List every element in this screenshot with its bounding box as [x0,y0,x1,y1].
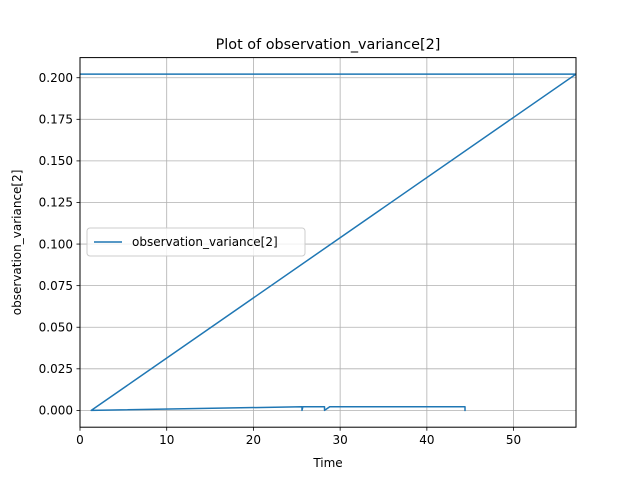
y-tick-label: 0.000 [39,404,73,418]
legend-label: observation_variance[2] [132,235,278,249]
x-tick-label: 50 [506,433,521,447]
x-tick-label: 20 [246,433,261,447]
x-tick-label: 40 [419,433,434,447]
x-axis-ticks: 0 10 20 30 40 50 [76,427,521,447]
grid-lines [79,57,576,428]
y-tick-label: 0.050 [39,320,73,334]
y-tick-label: 0.200 [39,71,73,85]
series-line [80,73,576,412]
chart-title: Plot of observation_variance[2] [216,37,441,53]
legend: observation_variance[2] [86,227,306,257]
plot-frame [79,57,577,428]
series-layer [80,73,576,412]
x-tick-label: 0 [76,433,84,447]
legend-box [86,227,306,257]
y-axis-ticks: 0.000 0.025 0.050 0.075 0.100 0.125 0.150 0.175… [39,71,80,418]
x-tick-label: 10 [159,433,174,447]
x-tick-label: 30 [332,433,347,447]
y-tick-label: 0.075 [39,279,73,293]
y-tick-label: 0.175 [39,113,73,127]
y-tick-label: 0.150 [39,154,73,168]
y-tick-label: 0.025 [39,362,73,376]
y-axis-label: observation_variance[2] [10,170,24,316]
x-axis-label: Time [312,456,342,470]
y-tick-label: 0.100 [39,237,73,251]
y-tick-label: 0.125 [39,196,73,210]
